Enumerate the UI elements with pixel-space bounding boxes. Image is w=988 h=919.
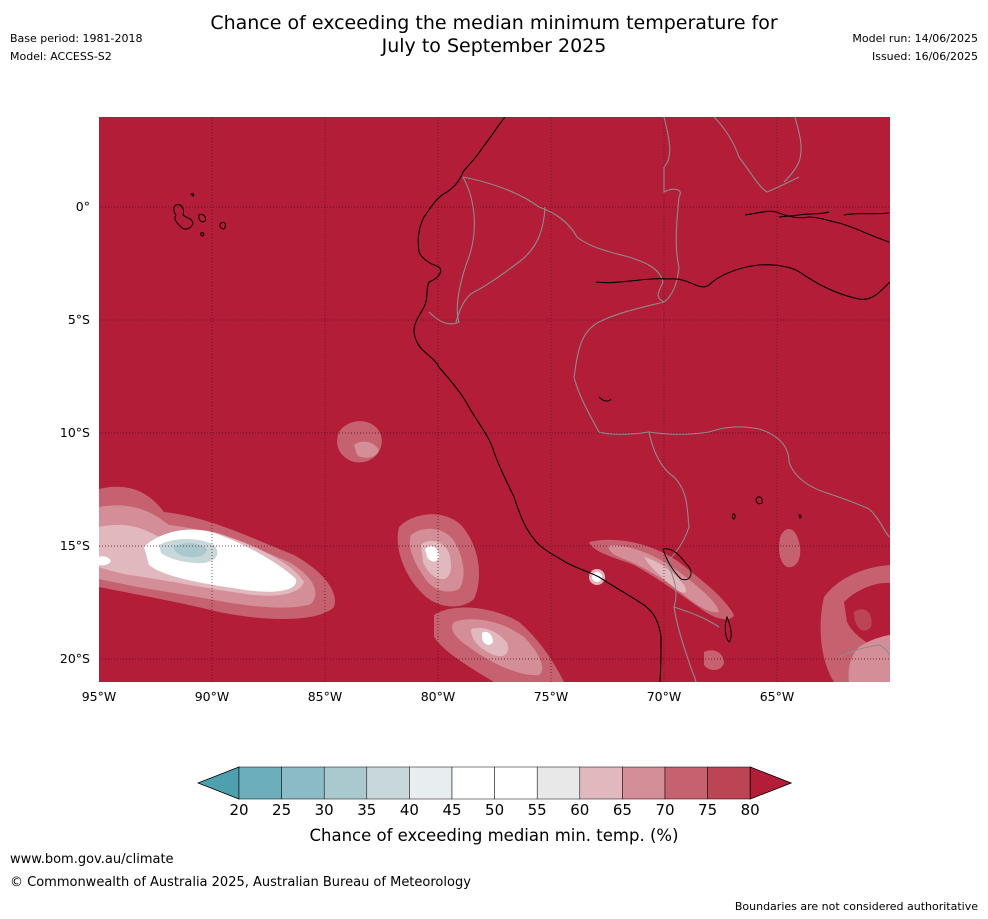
colorbar (197, 766, 793, 800)
galapagos-islands (173, 193, 226, 237)
probability-contours (99, 421, 890, 682)
colorbar-label: Chance of exceeding median min. temp. (%… (309, 826, 679, 845)
website-text: www.bom.gov.au/climate (10, 852, 174, 867)
colorbar-segment (451, 766, 495, 800)
colorbar-tick-25: 25 (272, 801, 292, 819)
lon-tick-70w: 70°W (646, 689, 682, 704)
colorbar-tick-20: 20 (229, 801, 249, 819)
colorbar-segment (707, 766, 751, 800)
colorbar-tick-45: 45 (442, 801, 462, 819)
colorbar-tick-35: 35 (357, 801, 377, 819)
colorbar-tick-60: 60 (570, 801, 590, 819)
colorbar-extend-low (197, 766, 240, 800)
lat-tick-5s: 5°S (67, 312, 90, 327)
lakes (662, 496, 802, 643)
colorbar-tick-65: 65 (612, 801, 632, 819)
forecast-map (99, 117, 890, 682)
title-line-1: Chance of exceeding the median minimum t… (210, 12, 778, 34)
colorbar-tick-50: 50 (485, 801, 505, 819)
lon-tick-80w: 80°W (420, 689, 456, 704)
lon-tick-95w: 95°W (81, 689, 117, 704)
colorbar-tick-70: 70 (655, 801, 675, 819)
colorbar-segment (409, 766, 453, 800)
colorbar-segment (494, 766, 538, 800)
lon-tick-90w: 90°W (194, 689, 230, 704)
colorbar-tick-75: 75 (698, 801, 718, 819)
colorbar-segment (622, 766, 666, 800)
colorbar-segment (366, 766, 410, 800)
copyright-text: © Commonwealth of Australia 2025, Austra… (10, 875, 471, 890)
lat-tick-15s: 15°S (59, 538, 90, 553)
country-borders (428, 117, 890, 682)
colorbar-tick-30: 30 (314, 801, 334, 819)
colorbar-extend-high (749, 766, 793, 800)
lon-tick-65w: 65°W (759, 689, 795, 704)
lat-tick-20s: 20°S (59, 651, 90, 666)
colorbar-tick-80: 80 (740, 801, 760, 819)
colorbar-segment (238, 766, 282, 800)
model-run-text: Model run: 14/06/2025 (852, 32, 978, 45)
colorbar-tick-55: 55 (527, 801, 547, 819)
colorbar-segment (579, 766, 623, 800)
model-text: Model: ACCESS-S2 (10, 50, 112, 63)
colorbar-segment (664, 766, 708, 800)
boundaries-disclaimer: Boundaries are not considered authoritat… (734, 900, 978, 913)
lon-tick-75w: 75°W (533, 689, 569, 704)
colorbar-segment (281, 766, 325, 800)
chart-title: Chance of exceeding the median minimum t… (0, 12, 988, 58)
colorbar-segment (536, 766, 581, 800)
coastlines (413, 117, 890, 682)
colorbar-tick-40: 40 (399, 801, 419, 819)
lat-tick-10s: 10°S (59, 425, 90, 440)
base-period-text: Base period: 1981-2018 (10, 32, 143, 45)
colorbar-segment (323, 766, 368, 800)
title-line-2: July to September 2025 (381, 35, 607, 57)
issued-text: Issued: 16/06/2025 (871, 50, 978, 63)
graticule (99, 117, 890, 682)
lat-tick-0: 0° (75, 199, 90, 214)
lon-tick-85w: 85°W (307, 689, 343, 704)
